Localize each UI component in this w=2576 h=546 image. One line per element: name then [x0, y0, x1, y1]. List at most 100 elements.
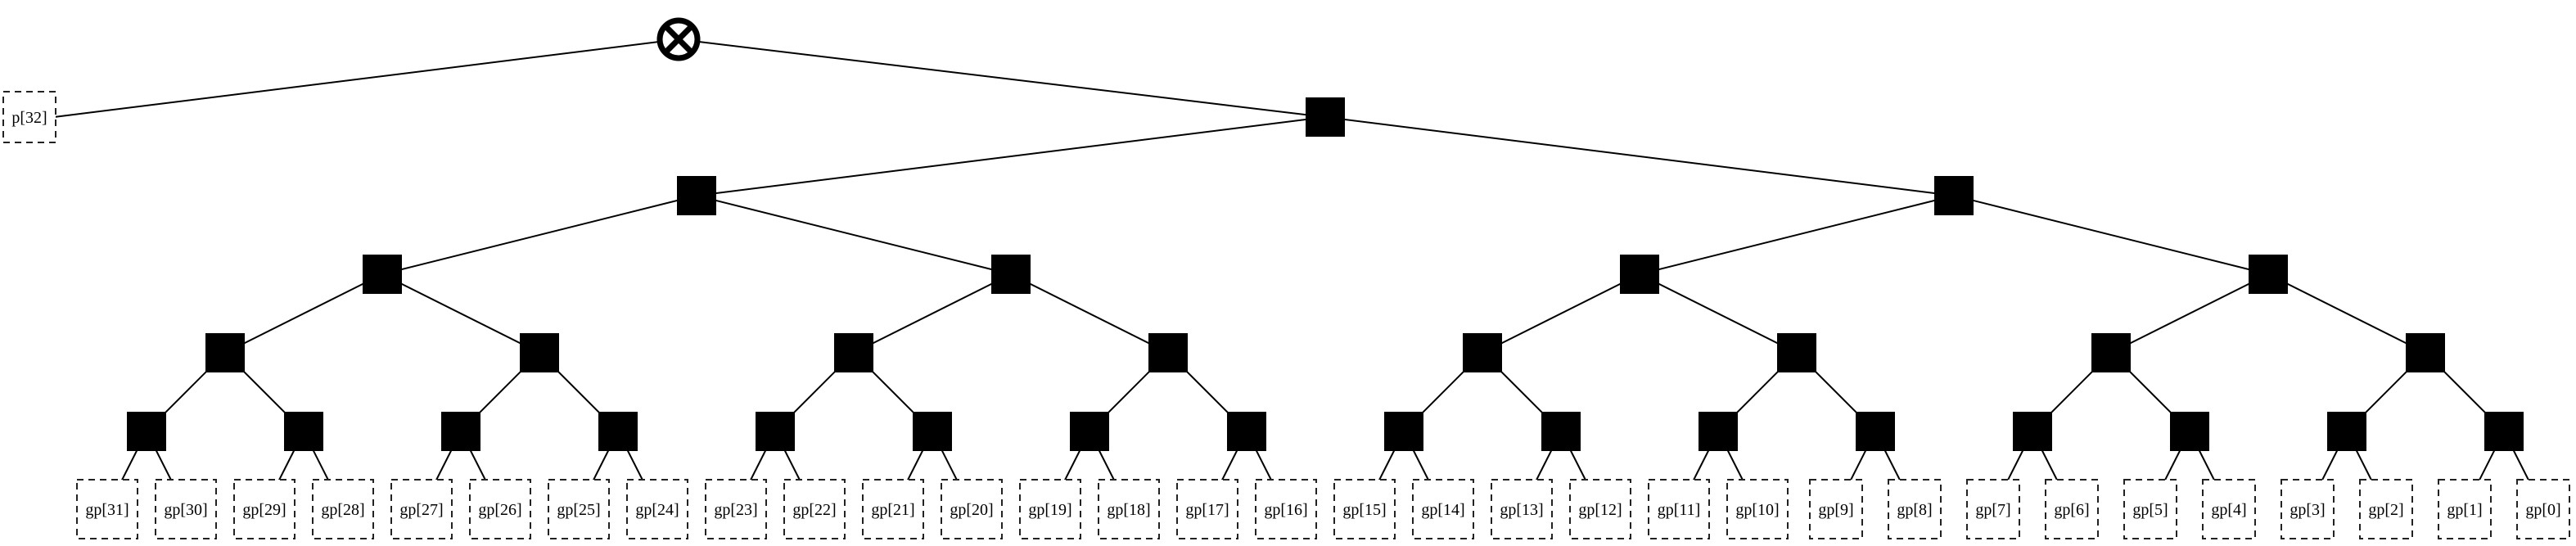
merge-node-l5-6 [1070, 412, 1109, 451]
leaf-box [312, 479, 374, 539]
edge-l1-0-left [696, 116, 1326, 196]
leaf-label: gp[28] [321, 501, 364, 519]
leaf-box [1569, 479, 1631, 539]
leaf-gp-20: gp[11] [1648, 479, 1710, 539]
leaf-label: gp[14] [1421, 501, 1464, 519]
leaf-label: gp[13] [1500, 501, 1543, 519]
merge-node-l2-0 [677, 176, 716, 215]
leaf-gp-15: gp[16] [1255, 479, 1317, 539]
edge-l2-0-left [381, 195, 697, 275]
leaf-gp-23: gp[8] [1888, 479, 1942, 539]
leaf-label: gp[24] [635, 501, 679, 519]
merge-node-l4-1 [520, 333, 559, 372]
edge-l3-0-right [381, 273, 540, 354]
leaf-gp-18: gp[13] [1491, 479, 1553, 539]
leaf-label: gp[23] [714, 501, 757, 519]
leaf-gp-0: gp[31] [76, 479, 138, 539]
leaf-gp-4: gp[27] [390, 479, 453, 539]
leaf-p32: p[32] [2, 91, 56, 143]
leaf-label: gp[11] [1658, 501, 1701, 519]
leaf-box [1098, 479, 1160, 539]
leaf-box [233, 479, 295, 539]
leaf-box [2516, 479, 2570, 539]
leaf-gp-3: gp[28] [312, 479, 374, 539]
leaf-gp-22: gp[9] [1809, 479, 1863, 539]
leaf-gp-28: gp[3] [2281, 479, 2335, 539]
leaf-box [1176, 479, 1238, 539]
leaf-box [783, 479, 846, 539]
leaf-label: gp[12] [1578, 501, 1622, 519]
edge-l2-1-left [1639, 195, 1955, 275]
leaf-label: gp[0] [2525, 501, 2560, 519]
circled-times-icon-stroke-b [662, 23, 695, 56]
merge-node-l4-5 [1777, 333, 1816, 372]
edge-l3-1-left [853, 273, 1012, 354]
merge-node-l5-13 [2170, 412, 2209, 451]
merge-node-l4-3 [1148, 333, 1188, 372]
leaf-box [2123, 479, 2177, 539]
merge-node-l5-12 [2013, 412, 2052, 451]
leaf-label: gp[1] [2447, 501, 2482, 519]
leaf-gp-2: gp[29] [233, 479, 295, 539]
leaf-label: gp[20] [950, 501, 993, 519]
leaf-label: gp[3] [2290, 501, 2325, 519]
leaf-box [2359, 479, 2413, 539]
merge-node-l4-7 [2406, 333, 2445, 372]
leaf-box [1491, 479, 1553, 539]
leaf-label: gp[26] [478, 501, 521, 519]
leaf-label: gp[15] [1342, 501, 1386, 519]
edge-l2-1-right [1953, 195, 2269, 275]
merge-node-l4-0 [205, 333, 245, 372]
leaf-gp-5: gp[26] [469, 479, 531, 539]
leaf-label: p[32] [11, 109, 47, 127]
leaf-label: gp[17] [1185, 501, 1229, 519]
leaf-label: gp[31] [85, 501, 129, 519]
merge-node-l4-6 [2091, 333, 2131, 372]
leaf-label: gp[8] [1897, 501, 1932, 519]
merge-node-l4-2 [834, 333, 873, 372]
leaf-box [862, 479, 924, 539]
edge-root-to-subtree [678, 38, 1326, 118]
leaf-box [1412, 479, 1474, 539]
edge-l3-2-right [1639, 273, 1798, 354]
leaf-label: gp[4] [2211, 501, 2246, 519]
leaf-gp-14: gp[17] [1176, 479, 1238, 539]
leaf-label: gp[7] [1975, 501, 2010, 519]
leaf-box [941, 479, 1003, 539]
tree-leaves: p[32] gp[31] gp[30] gp[29] gp[28] gp[27] gp[26… [2, 91, 2570, 539]
leaf-box [548, 479, 610, 539]
leaf-gp-11: gp[20] [941, 479, 1003, 539]
leaf-label: gp[2] [2368, 501, 2403, 519]
leaf-box [626, 479, 688, 539]
merge-node-l5-0 [127, 412, 166, 451]
merge-node-l5-11 [1856, 412, 1895, 451]
leaf-gp-24: gp[7] [1966, 479, 2020, 539]
edge-root-to-p32 [53, 38, 679, 118]
leaf-box [705, 479, 767, 539]
leaf-gp-10: gp[21] [862, 479, 924, 539]
merge-node-l5-2 [441, 412, 480, 451]
edge-l3-3-left [2110, 273, 2269, 354]
leaf-box [1648, 479, 1710, 539]
leaf-label: gp[16] [1264, 501, 1307, 519]
merge-node-l5-5 [913, 412, 952, 451]
leaf-label: gp[21] [871, 501, 914, 519]
leaf-box [2202, 479, 2256, 539]
leaf-gp-6: gp[25] [548, 479, 610, 539]
leaf-box [1019, 479, 1081, 539]
leaf-label: gp[19] [1028, 501, 1071, 519]
merge-node-l5-15 [2484, 412, 2524, 451]
leaf-label: gp[25] [557, 501, 600, 519]
leaf-gp-31: gp[0] [2516, 479, 2570, 539]
leaf-box [1809, 479, 1863, 539]
edge-l3-1-right [1010, 273, 1169, 354]
merge-node-l5-1 [284, 412, 323, 451]
leaf-box [76, 479, 138, 539]
leaf-label: gp[9] [1818, 501, 1853, 519]
edge-l3-0-left [224, 273, 383, 354]
leaf-gp-9: gp[22] [783, 479, 846, 539]
leaf-box [1333, 479, 1396, 539]
leaf-box [2, 91, 56, 143]
tree-nodes [127, 97, 2524, 451]
